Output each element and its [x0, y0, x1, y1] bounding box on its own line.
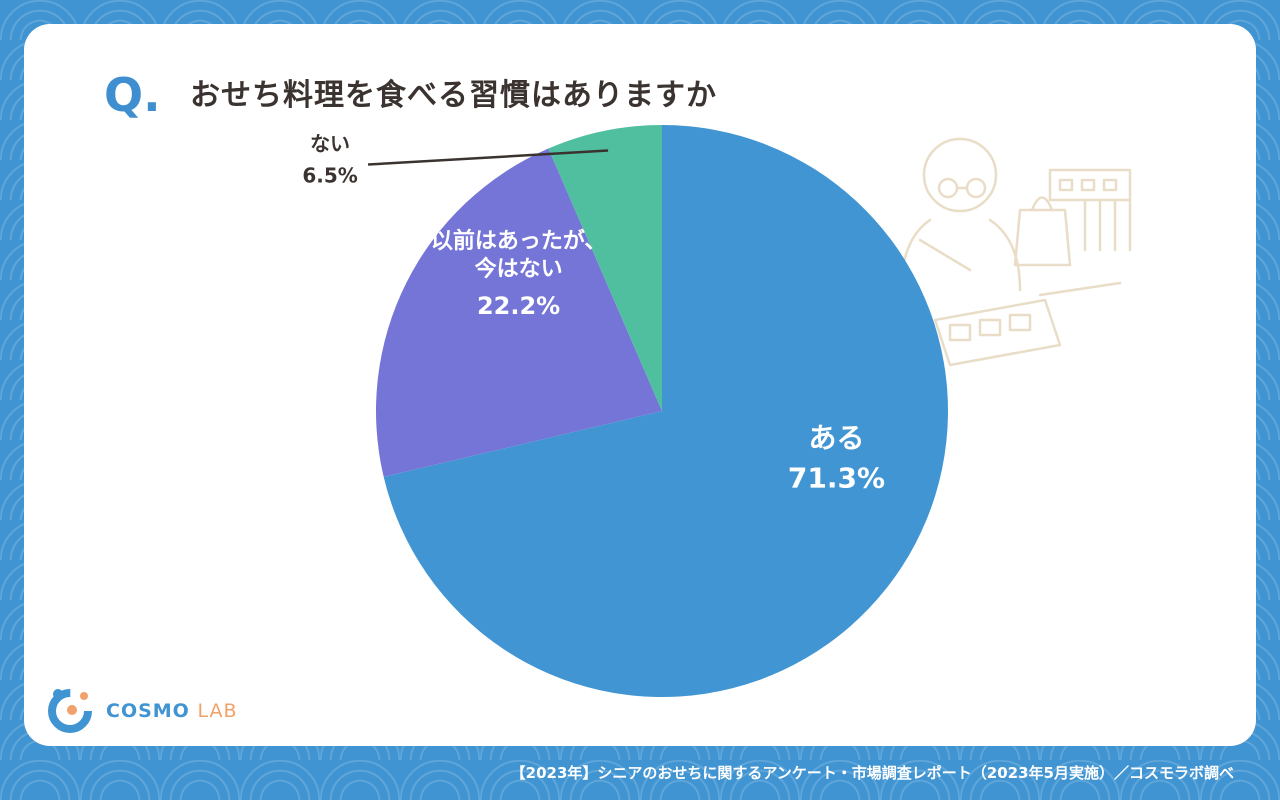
slice-value-1: 71.3% — [788, 461, 885, 494]
pie-slice-1 — [383, 125, 948, 697]
cosmo-lab-logo — [48, 689, 92, 733]
slice-label-2-line1: 以前はあったが、 — [431, 228, 607, 254]
slice-value-2: 22.2% — [477, 292, 560, 320]
slice-value-3: 6.5% — [302, 164, 357, 188]
logo-text-cosmo: COSMO — [106, 700, 190, 722]
question-mark: Q. — [104, 68, 161, 122]
slice-label-1: ある — [808, 421, 864, 454]
source-footer: 【2023年】シニアのおせちに関するアンケート・市場調査レポート（2023年5月… — [510, 764, 1234, 782]
slice-label-3: ない — [310, 132, 350, 156]
senior-eating-illustration — [898, 137, 1132, 367]
slice-label-2-line2: 今はない — [475, 256, 563, 282]
slice-leader-line-3 — [367, 149, 609, 166]
logo-wordmark: COSMO LAB — [106, 700, 238, 722]
logo-text-lab: LAB — [197, 700, 238, 722]
pie-slice-2 — [376, 148, 662, 477]
question-title: おせち料理を食べる習慣はありますか — [190, 78, 717, 113]
pie-slice-3 — [548, 125, 662, 411]
